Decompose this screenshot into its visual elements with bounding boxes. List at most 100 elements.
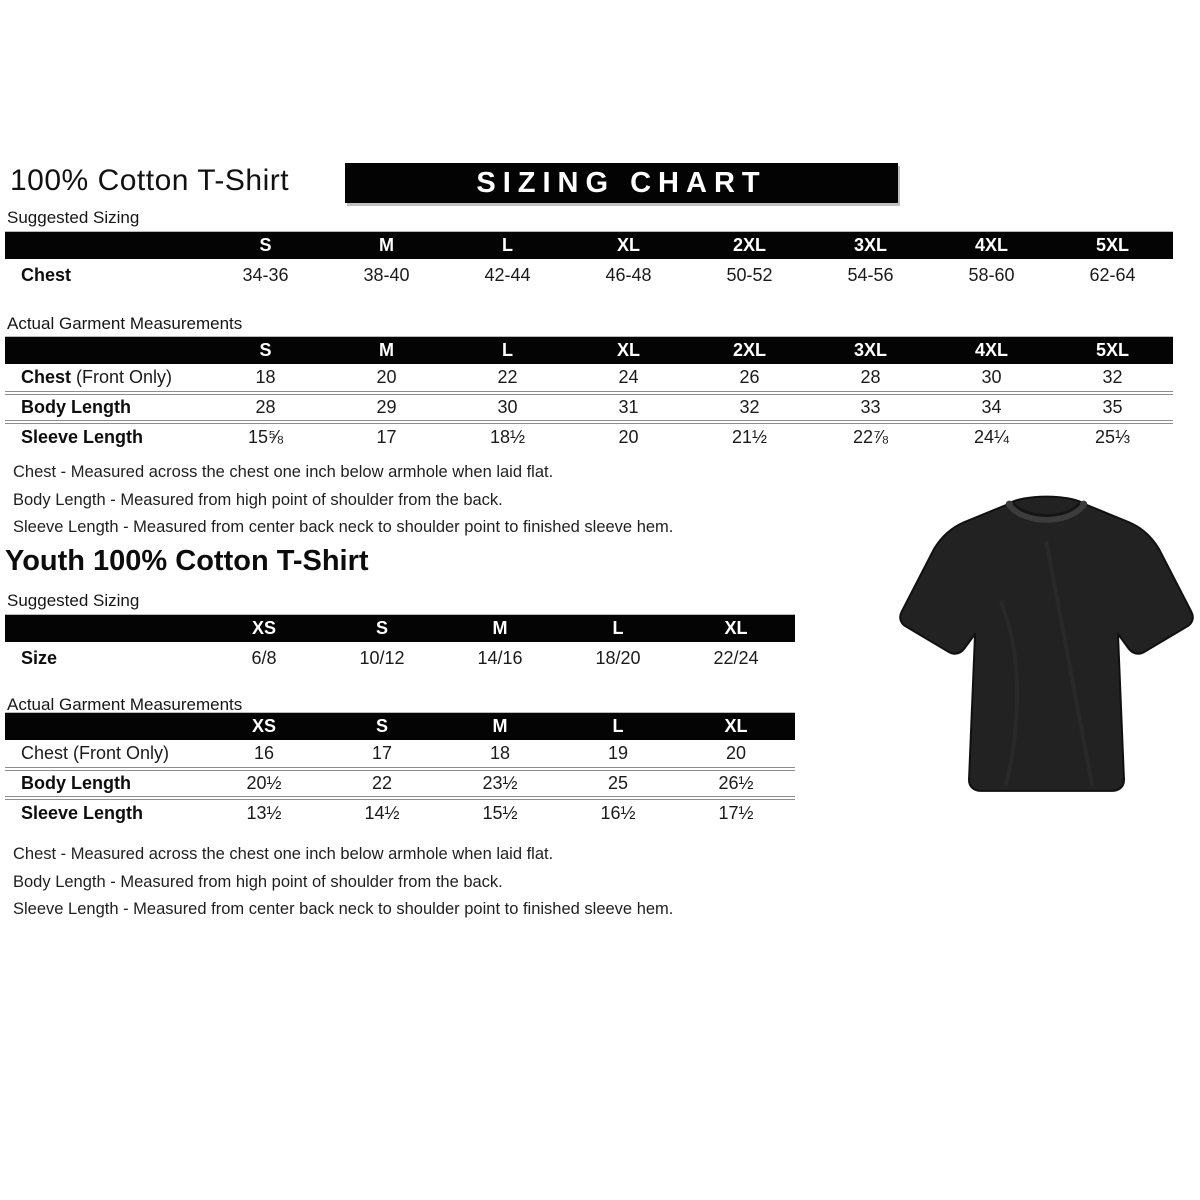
adult-actual-measurements-table: S M L XL 2XL 3XL 4XL 5XL Chest (Front On… — [5, 336, 1173, 451]
size-header: 2XL — [689, 336, 810, 364]
size-header: 3XL — [810, 336, 931, 364]
table-header-row: S M L XL 2XL 3XL 4XL 5XL — [5, 231, 1173, 259]
size-header: L — [559, 712, 677, 740]
value-cell: 15½ — [441, 795, 559, 827]
tshirt-body — [899, 495, 1194, 792]
value-cell: 38-40 — [363, 264, 410, 285]
size-header: L — [559, 614, 677, 642]
size-header: 5XL — [1052, 336, 1173, 364]
size-header: XL — [677, 614, 795, 642]
value-cell: 22 — [323, 766, 441, 798]
note-line: Sleeve Length - Measured from center bac… — [13, 900, 674, 918]
value-cell: 20½ — [205, 766, 323, 798]
youth-suggested-sizing-table: XS S M L XL Size 6/8 10/12 14/16 18/20 2… — [5, 614, 795, 675]
value-cell: 18½ — [447, 419, 568, 451]
value-cell: 20 — [568, 419, 689, 451]
table-row: Sleeve Length 15⅝ 17 18½ 20 21½ 22⅞ 24¼ … — [5, 419, 1173, 451]
size-header: M — [326, 231, 447, 259]
size-header: 4XL — [931, 231, 1052, 259]
adult-suggested-sizing-label: Suggested Sizing — [7, 208, 140, 227]
value-cell: 32 — [689, 390, 810, 422]
tshirt-collar-inner — [1012, 502, 1081, 517]
value-cell: 42-44 — [484, 264, 531, 285]
size-header: M — [441, 712, 559, 740]
size-header: M — [441, 614, 559, 642]
value-cell: 32 — [1102, 366, 1123, 387]
value-cell: 24 — [618, 366, 639, 387]
size-header: XL — [568, 336, 689, 364]
value-cell: 17 — [326, 419, 447, 451]
sizing-chart-banner-label: SIZING CHART — [476, 166, 767, 199]
value-cell: 34-36 — [242, 264, 289, 285]
note-line: Chest - Measured across the chest one in… — [13, 463, 554, 481]
value-cell: 14/16 — [477, 647, 523, 668]
size-header-blank — [5, 336, 205, 364]
value-cell: 19 — [607, 742, 629, 763]
value-cell: 6/8 — [251, 647, 277, 668]
size-header: S — [205, 231, 326, 259]
value-cell: 21½ — [689, 419, 810, 451]
value-cell: 17½ — [677, 795, 795, 827]
row-label: Sleeve Length — [5, 419, 205, 451]
tshirt-collar — [1005, 500, 1088, 523]
value-cell: 46-48 — [605, 264, 652, 285]
size-header: S — [323, 712, 441, 740]
size-header: S — [323, 614, 441, 642]
size-header: L — [447, 336, 568, 364]
adult-suggested-sizing-table: S M L XL 2XL 3XL 4XL 5XL Chest 34-36 38-… — [5, 231, 1173, 292]
value-cell: 13½ — [205, 795, 323, 827]
table-header-row: XS S M L XL — [5, 614, 795, 642]
value-cell: 30 — [447, 390, 568, 422]
row-label: Body Length — [5, 766, 205, 798]
value-cell: 23½ — [441, 766, 559, 798]
note-line: Body Length - Measured from high point o… — [13, 872, 503, 891]
value-cell: 26½ — [677, 766, 795, 798]
value-cell: 29 — [326, 390, 447, 422]
table-row: Body Length 28 29 30 31 32 33 34 35 — [5, 390, 1173, 422]
row-label: Body Length — [5, 390, 205, 422]
value-cell: 22/24 — [713, 647, 759, 668]
row-label: Chest (Front Only) — [21, 742, 170, 763]
adult-measurement-notes: Chest - Measured across the chest one in… — [13, 459, 673, 542]
value-cell: 16 — [253, 742, 275, 763]
note-line: Chest - Measured across the chest one in… — [13, 845, 554, 863]
size-header: 2XL — [689, 231, 810, 259]
value-cell: 26 — [739, 366, 760, 387]
size-header: XL — [568, 231, 689, 259]
value-cell: 22 — [497, 366, 518, 387]
value-cell: 18 — [489, 742, 511, 763]
row-label: Size — [21, 647, 58, 668]
page-title: 100% Cotton T-Shirt — [10, 164, 290, 197]
table-header-row: S M L XL 2XL 3XL 4XL 5XL — [5, 336, 1173, 364]
value-cell: 15⅝ — [205, 419, 326, 451]
table-row: Chest (Front Only) 16 17 18 19 20 — [5, 740, 795, 769]
value-cell: 54-56 — [847, 264, 894, 285]
table-row: Size 6/8 10/12 14/16 18/20 22/24 — [5, 642, 795, 675]
youth-page-title: Youth 100% Cotton T-Shirt — [5, 545, 369, 577]
value-cell: 50-52 — [726, 264, 773, 285]
value-cell: 33 — [810, 390, 931, 422]
size-header: 5XL — [1052, 231, 1173, 259]
value-cell: 25 — [559, 766, 677, 798]
size-header-blank — [5, 712, 205, 740]
table-header-row: XS S M L XL — [5, 712, 795, 740]
value-cell: 17 — [371, 742, 393, 763]
size-header: 4XL — [931, 336, 1052, 364]
table-row: Sleeve Length 13½ 14½ 15½ 16½ 17½ — [5, 795, 795, 827]
youth-actual-measurements-table: XS S M L XL Chest (Front Only) 16 17 18 … — [5, 712, 795, 827]
size-header: L — [447, 231, 568, 259]
value-cell: 58-60 — [968, 264, 1015, 285]
note-line: Body Length - Measured from high point o… — [13, 490, 503, 509]
row-label: Sleeve Length — [5, 795, 205, 827]
value-cell: 34 — [931, 390, 1052, 422]
youth-suggested-sizing-label: Suggested Sizing — [7, 591, 140, 610]
value-cell: 31 — [568, 390, 689, 422]
value-cell: 10/12 — [359, 647, 405, 668]
youth-measurement-notes: Chest - Measured across the chest one in… — [13, 841, 673, 924]
adult-actual-measurements-label: Actual Garment Measurements — [7, 314, 243, 333]
sizing-chart-banner: SIZING CHART — [345, 163, 898, 203]
row-label: Chest (Front Only) — [21, 366, 173, 387]
size-header: 3XL — [810, 231, 931, 259]
tshirt-fold-highlight — [999, 540, 1094, 786]
